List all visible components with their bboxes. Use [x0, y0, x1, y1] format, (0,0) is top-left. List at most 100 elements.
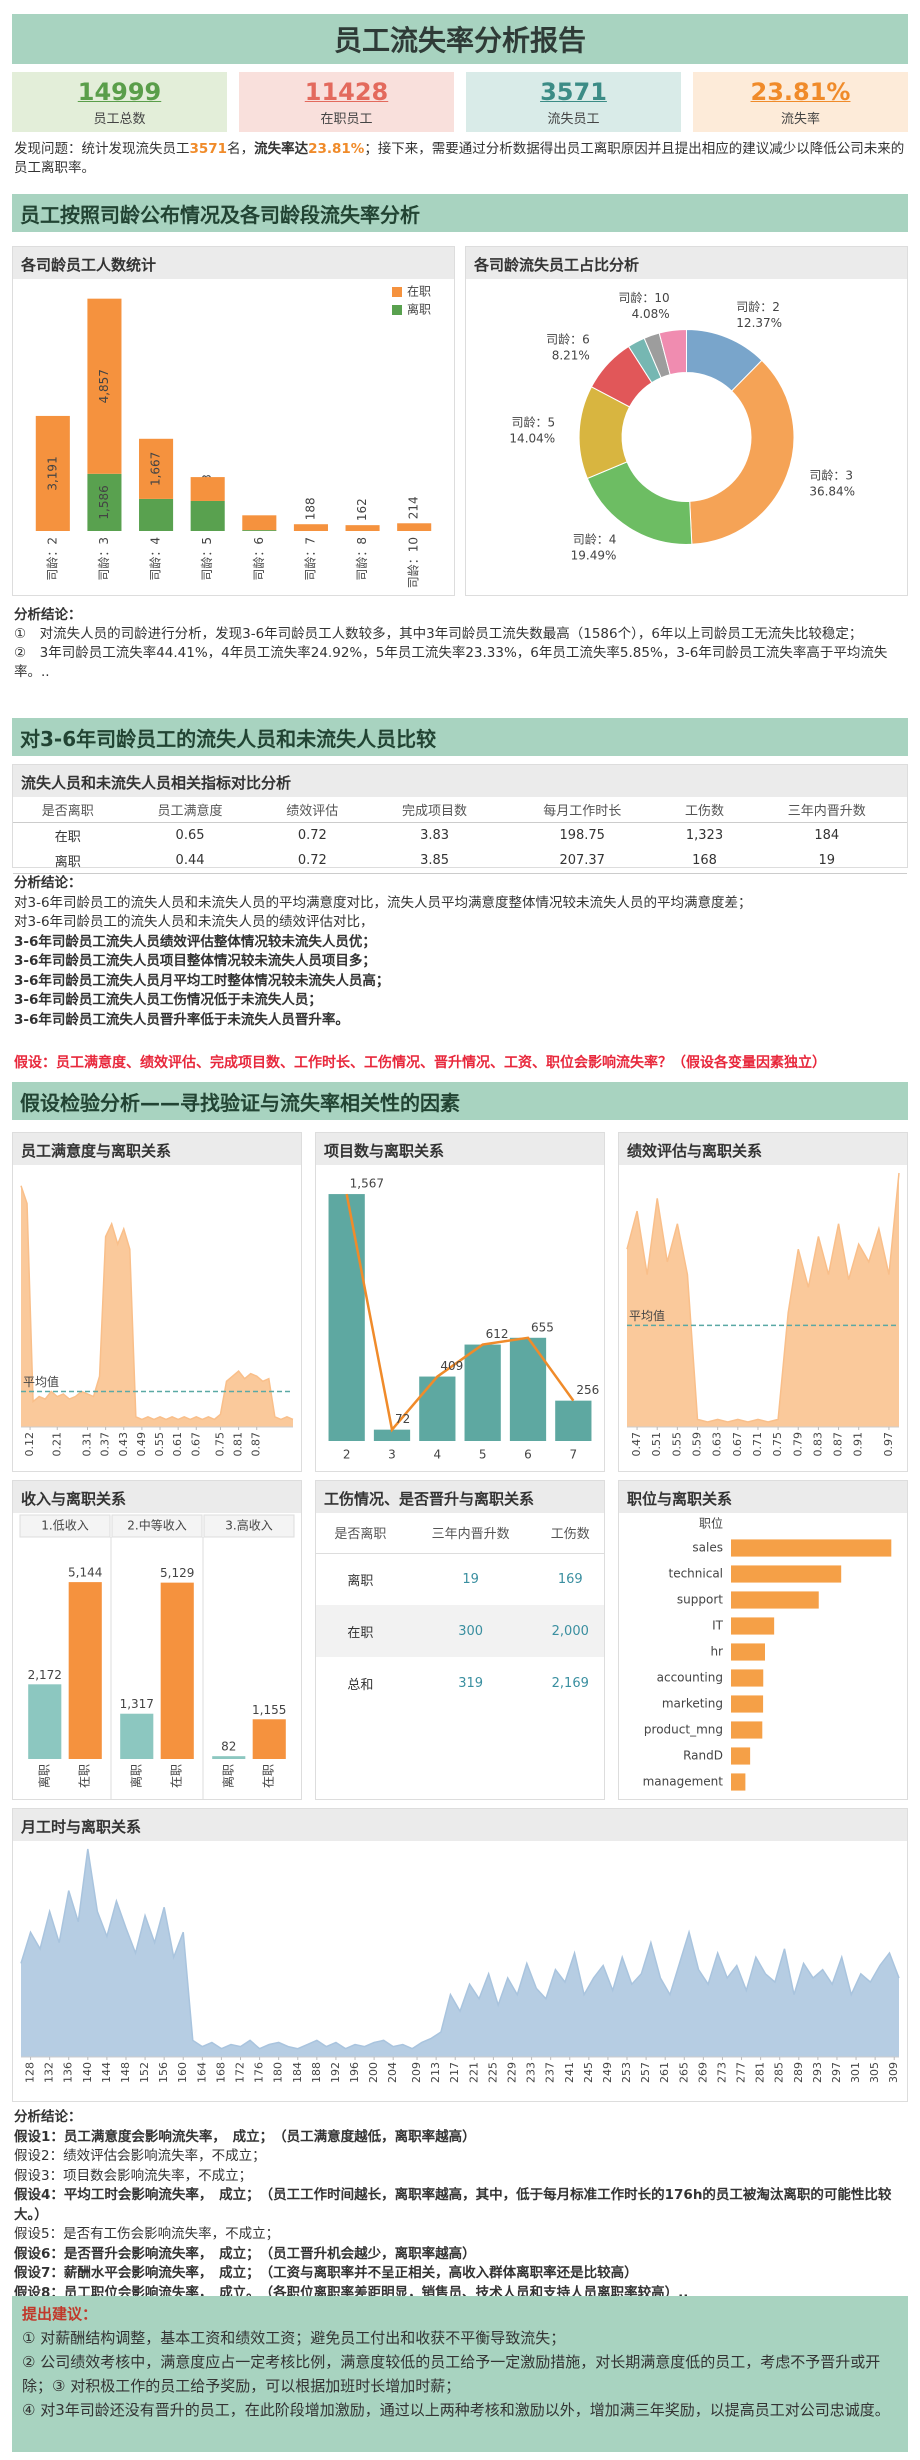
cell: 19 [462, 1571, 479, 1587]
x-tick-label: 200 [367, 2062, 380, 2083]
x-tick-label: 0.97 [882, 1432, 895, 1457]
header-cell: 三年内晋升数 [404, 1513, 537, 1554]
data-label: 82 [221, 1740, 236, 1754]
x-tick-label: 253 [620, 2062, 633, 2083]
reference-label: 平均值 [629, 1308, 665, 1323]
x-tick-label: 140 [81, 2062, 94, 2083]
y-tick-label: hr [710, 1645, 723, 1659]
x-tick-label: 0.71 [751, 1432, 764, 1457]
bar [419, 1376, 456, 1441]
x-tick-label: 司龄：2 [45, 537, 59, 581]
panel-title: 收入与离职关系 [13, 1481, 301, 1513]
x-tick-label: 0.43 [117, 1432, 130, 1457]
panel: 工伤情况、是否晋升与离职关系 是否离职 三年内晋升数 工伤数 离职 19 169 在职 3… [315, 1480, 605, 1800]
analysis: 分析结论： 对3-6年司龄员工的流失人员和未流失人员的平均满意度对比，流失人员平… [14, 874, 906, 1030]
reference-label: 平均值 [23, 1374, 59, 1389]
x-tick-label: 217 [448, 2062, 461, 2083]
y-tick-label: product_mng [644, 1723, 723, 1737]
x-tick-label: 176 [253, 2062, 266, 2083]
text-line: 假设4：平均工时会影响流失率， 成立； （员工工作时间越长，离职率越高，其中，低… [14, 2187, 892, 2223]
bar [731, 1669, 764, 1687]
panel: 流失人员和未流失人员相关指标对比分析 是否离职 员工满意度 绩效评估 完成项目数 每月工… [12, 764, 908, 874]
kpi-value: 23.81% [750, 78, 851, 106]
text-line: 假设5：是否有工伤会影响流失率，不成立； [14, 2226, 280, 2242]
x-tick-label: 297 [830, 2062, 843, 2083]
x-tick-label: 213 [429, 2062, 442, 2083]
header-cell: 是否离职 [13, 797, 123, 823]
x-tick-label: 2 [343, 1448, 351, 1462]
area-line [626, 1172, 900, 1423]
x-tick-label: 156 [157, 2062, 170, 2083]
text: 发现问题：统计发现流失员工 [14, 141, 190, 157]
area-fill [21, 1185, 293, 1427]
x-tick-label: 0.47 [630, 1432, 643, 1457]
x-tick-label: 0.67 [189, 1432, 202, 1457]
x-tick-label: 司龄：7 [303, 537, 317, 581]
x-tick-label: 204 [386, 2062, 399, 2083]
bar-segment [35, 415, 70, 531]
x-tick-label: 188 [310, 2062, 323, 2083]
bar-segment [242, 515, 277, 531]
data-label: 1,586 [97, 485, 111, 519]
bar-segment [190, 477, 225, 501]
x-tick-label: 309 [887, 2062, 900, 2083]
group-header [203, 1514, 295, 1538]
report-title: 员工流失率分析报告 [12, 14, 908, 64]
x-tick-label: 136 [62, 2062, 75, 2083]
x-tick-label: 0.61 [171, 1432, 184, 1457]
x-tick-label: 180 [272, 2062, 285, 2083]
data-label: 655 [531, 1320, 554, 1334]
table-row: 离职 19 169 [316, 1553, 604, 1605]
text-line: ① 对薪酬结构调整，基本工资和绩效工资；避免员工付出和收获不平衡导致流失； [22, 2329, 566, 2347]
cell: 0.72 [297, 853, 327, 868]
x-tick-label: 277 [735, 2062, 748, 2083]
bar-segment [293, 524, 328, 531]
cell: 300 [404, 1605, 537, 1657]
y-tick-label: RandD [683, 1749, 723, 1763]
x-tick-label: 7 [570, 1448, 578, 1462]
x-tick-label: 0.67 [731, 1432, 744, 1457]
x-tick-label: 209 [410, 2062, 423, 2083]
x-tick-label: 305 [868, 2062, 881, 2083]
chart: 2 3 4 5 6 7 1,567 72 409 612 655 256 [328, 1177, 599, 1462]
group-label: 3.高收入 [225, 1518, 272, 1533]
text-line: 分析结论： [14, 2109, 82, 2125]
bar-segment [345, 525, 380, 531]
header-cell: 每月工作时长 [502, 797, 663, 823]
panel: 收入与离职关系 1.低收入 2,172 离职 5,144 在职 2.中等收入 1,317 离职 5… [12, 1480, 302, 1800]
chart: 0.47 0.51 0.55 0.59 0.63 0.67 0.71 0.75 0.79 0.83… [626, 1172, 900, 1457]
y-axis-label: 职位 [699, 1516, 723, 1531]
x-tick-label: 在职 [78, 1764, 92, 1788]
cell: 3.83 [420, 828, 450, 843]
x-tick-label: 257 [639, 2062, 652, 2083]
x-tick-label: 在职 [262, 1764, 276, 1788]
data-label: 5,129 [160, 1566, 194, 1580]
chart: 3,191司龄：21,5864,857司龄：31,667司龄：4833司龄：5司… [35, 285, 432, 588]
cell: 在职 [54, 830, 81, 845]
x-tick-label: 269 [696, 2062, 709, 2083]
cell: 2,000 [536, 1605, 604, 1657]
slice-label: 司龄：4 [573, 533, 617, 547]
data-label: 188 [303, 497, 317, 520]
x-tick-label: 离职 [36, 1764, 51, 1788]
panel-title: 月工时与离职关系 [13, 1809, 907, 1841]
data-label: 612 [486, 1327, 509, 1341]
bar-segment [139, 438, 174, 499]
slice-value: 19.49% [571, 549, 617, 563]
cell: 184 [814, 828, 840, 843]
text-line: ① 对流失人员的司龄进行分析，发现3-6年司龄员工人数较多，其中3年司龄员工流失… [14, 626, 863, 642]
legend-swatch [392, 305, 402, 315]
y-tick-label: technical [668, 1567, 723, 1581]
legend-label: 离职 [407, 302, 431, 317]
area-fill [627, 1173, 899, 1427]
header-cell: 是否离职 [316, 1513, 405, 1554]
x-tick-label: 241 [563, 2062, 576, 2083]
panel-title: 各司龄流失员工占比分析 [466, 247, 907, 279]
data-label: 409 [440, 1359, 463, 1373]
header-cell: 绩效评估 [257, 797, 368, 823]
x-tick-label: 0.31 [80, 1432, 93, 1457]
data-label: 1,567 [350, 1177, 384, 1191]
x-tick-label: 184 [291, 2062, 304, 2083]
area-line [20, 1185, 294, 1421]
